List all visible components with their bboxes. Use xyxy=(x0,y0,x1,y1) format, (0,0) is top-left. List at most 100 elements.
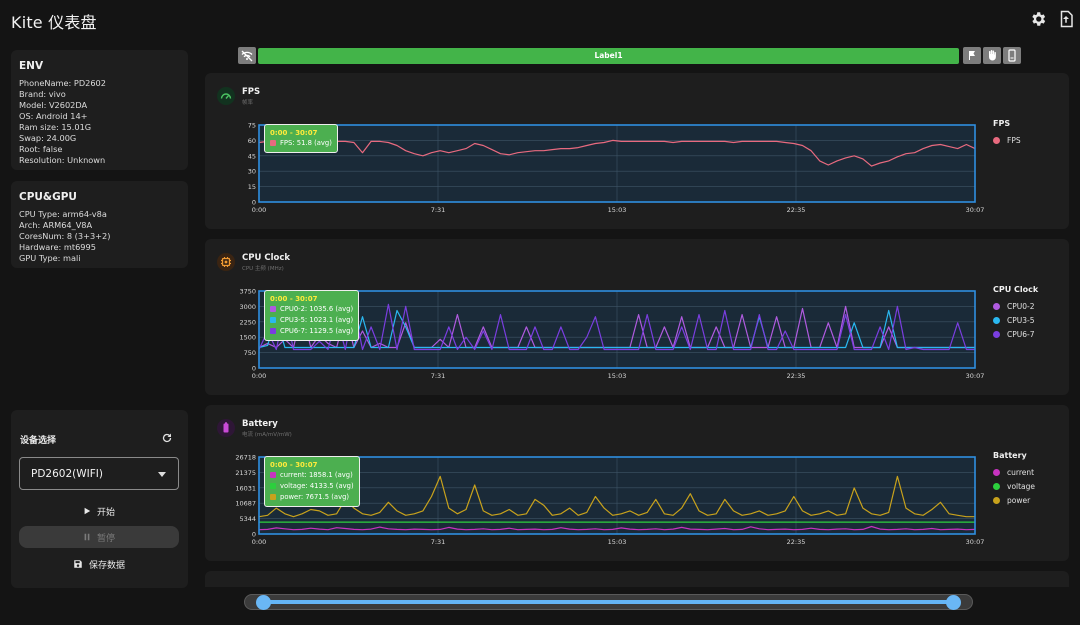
cpu-icon xyxy=(217,253,235,271)
pause-label: 暂停 xyxy=(96,533,115,544)
x-tick-label: 15:03 xyxy=(608,206,627,214)
label-bar-text: Label1 xyxy=(594,51,623,60)
env-line: Brand: vivo xyxy=(19,89,66,99)
env-line: Resolution: Unknown xyxy=(19,155,106,165)
cpu-gpu-line: CoresNum: 8 (3+3+2) xyxy=(19,231,111,241)
x-tick-label: 7:31 xyxy=(431,206,446,214)
chart-subtitle: 帧率 xyxy=(242,100,254,106)
battery-chart-card: Battery 电流 (mA/mV/mW) 0 5344 10687 16031 213… xyxy=(205,405,1069,561)
legend-label: voltage xyxy=(1007,482,1036,491)
fps-chart: 0 15 30 45 60 75 0:00 7:31 15:03 22:35 30:07 xyxy=(248,122,985,215)
legend-item-voltage[interactable]: voltage xyxy=(993,482,1035,491)
wifi-off-icon xyxy=(241,50,253,62)
legend-dot xyxy=(993,331,1000,338)
x-tick-label: 22:35 xyxy=(787,538,806,546)
legend-item-cpu3-5[interactable]: CPU3-5 xyxy=(993,316,1035,325)
x-tick-label: 0:00 xyxy=(252,206,267,214)
pause-button[interactable]: 暂停 xyxy=(19,526,179,548)
tooltip-row: voltage: 4133.5 (avg) xyxy=(270,481,354,492)
start-label: 开始 xyxy=(96,507,115,518)
tooltip-text: CPU3-5: 1023.1 (avg) xyxy=(280,316,354,324)
wifi-off-button[interactable] xyxy=(238,47,256,64)
device-select-value: PD2602(WIFI) xyxy=(31,468,103,480)
x-tick-label: 0:00 xyxy=(252,372,267,380)
y-tick-label: 0 xyxy=(252,365,256,373)
legend-item-cpu0-2[interactable]: CPU0-2 xyxy=(993,302,1035,311)
chart-subtitle: CPU 主频 (MHz) xyxy=(242,266,284,272)
fps-chart-card: FPS 帧率 0 15 30 45 60 75 0:00 7:31 15:03 22:35 30:0… xyxy=(205,73,1069,229)
play-icon xyxy=(84,507,91,515)
legend-label: power xyxy=(1007,496,1031,505)
chart-title: FPS xyxy=(242,87,261,97)
legend-label: FPS xyxy=(1007,136,1021,145)
y-tick-label: 3750 xyxy=(239,288,256,296)
legend-dot xyxy=(993,137,1000,144)
hand-button[interactable] xyxy=(983,47,1001,64)
y-tick-label: 0 xyxy=(252,531,256,539)
cpu-clock-chart: 0 750 1500 2250 3000 3750 0:00 7:31 15:03 22:35 30… xyxy=(239,288,985,381)
legend-label: CPU6-7 xyxy=(1007,330,1035,339)
gauge-icon xyxy=(217,87,235,105)
y-tick-label: 3000 xyxy=(239,303,256,311)
legend-item-cpu6-7[interactable]: CPU6-7 xyxy=(993,330,1035,339)
y-tick-label: 5344 xyxy=(239,515,256,523)
x-tick-label: 15:03 xyxy=(608,372,627,380)
device-select[interactable]: PD2602(WIFI) xyxy=(19,457,179,490)
env-line: Root: false xyxy=(19,144,63,154)
device-card: 设备选择 PD2602(WIFI) 开始 暂停 保存数据 xyxy=(11,410,188,588)
legend-item-fps[interactable]: FPS xyxy=(993,136,1021,145)
x-tick-label: 15:03 xyxy=(608,538,627,546)
tooltip-dot xyxy=(270,306,276,312)
y-tick-label: 60 xyxy=(248,137,256,145)
env-line: PhoneName: PD2602 xyxy=(19,78,106,88)
phone-button[interactable] xyxy=(1003,47,1021,64)
tooltip-range: 0:00 - 30:07 xyxy=(270,461,318,469)
legend-dot xyxy=(993,303,1000,310)
range-slider-start-handle[interactable] xyxy=(256,595,271,610)
save-label: 保存数据 xyxy=(88,560,125,571)
env-heading: ENV xyxy=(19,60,44,72)
y-tick-label: 10687 xyxy=(235,500,256,508)
x-tick-label: 30:07 xyxy=(966,372,985,380)
series-line-power xyxy=(258,475,975,518)
x-tick-label: 22:35 xyxy=(787,206,806,214)
legend-title: CPU Clock xyxy=(993,285,1039,294)
chart-tooltip: 0:00 - 30:07 CPU0-2: 1035.6 (avg) CPU3-5… xyxy=(264,290,360,341)
range-slider-end-handle[interactable] xyxy=(946,595,961,610)
plot-frame xyxy=(258,124,976,203)
chevron-down-icon xyxy=(158,472,166,477)
legend-item-current[interactable]: current xyxy=(993,468,1034,477)
export-icon[interactable] xyxy=(1057,10,1075,28)
tooltip-dot xyxy=(270,472,276,478)
label-bar[interactable]: Label1 xyxy=(258,48,959,64)
tooltip-dot xyxy=(270,140,276,146)
y-tick-label: 1500 xyxy=(239,334,256,342)
legend-item-power[interactable]: power xyxy=(993,496,1030,505)
refresh-icon[interactable] xyxy=(161,432,173,444)
series-line-fps xyxy=(258,139,976,167)
tooltip-dot xyxy=(270,317,276,323)
flag-button[interactable] xyxy=(963,47,981,64)
legend-dot xyxy=(993,469,1000,476)
series-line-current xyxy=(258,525,976,531)
y-tick-label: 21375 xyxy=(235,469,256,477)
chart-tooltip: 0:00 - 30:07 FPS: 51.8 (avg) xyxy=(264,124,338,153)
env-line: Ram size: 15.01G xyxy=(19,122,92,132)
legend-label: CPU0-2 xyxy=(1007,302,1035,311)
tooltip-range: 0:00 - 30:07 xyxy=(270,295,318,303)
x-tick-label: 7:31 xyxy=(431,372,446,380)
start-button[interactable]: 开始 xyxy=(19,500,179,522)
chart-subtitle: 电流 (mA/mV/mW) xyxy=(242,432,292,438)
legend-title: FPS xyxy=(993,119,1011,128)
tooltip-dot xyxy=(270,494,276,500)
cpu-gpu-card: CPU&GPU CPU Type: arm64-v8a Arch: ARM64_… xyxy=(11,181,188,268)
y-tick-label: 16031 xyxy=(235,484,256,492)
range-slider-fill xyxy=(262,600,954,604)
save-data-button[interactable]: 保存数据 xyxy=(19,553,179,575)
series-line-cpu6-7 xyxy=(258,303,975,351)
chart-title: Battery xyxy=(242,419,278,429)
y-tick-label: 0 xyxy=(252,199,256,207)
settings-icon[interactable] xyxy=(1029,10,1047,28)
cpu-gpu-line: GPU Type: mali xyxy=(19,253,81,263)
plot-frame xyxy=(258,456,976,535)
